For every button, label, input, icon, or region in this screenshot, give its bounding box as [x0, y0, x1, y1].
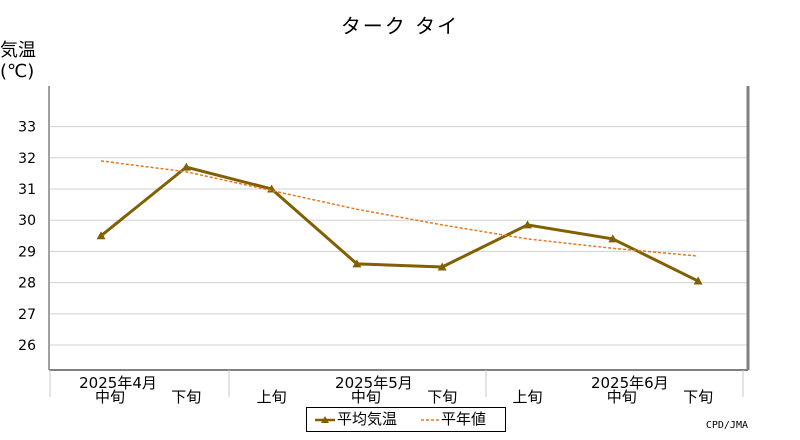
series-line-average [100, 165, 699, 283]
data-point-marker [523, 220, 532, 229]
y-tick-label: 29 [18, 244, 36, 260]
legend-label-normal: 平年値 [441, 410, 487, 428]
plot-area [49, 86, 748, 370]
x-tick-label: 上旬 [257, 388, 287, 406]
x-month-label: 2025年5月 [335, 374, 413, 392]
y-tick-label: 33 [18, 120, 36, 136]
legend-item-average: 平均気温 [313, 410, 397, 429]
x-tick-label: 中旬 [351, 388, 381, 406]
credit-text: CPD/JMA [705, 420, 748, 431]
x-tick-label: 下旬 [171, 388, 201, 406]
x-tick-label: 下旬 [683, 388, 713, 406]
data-point-marker [181, 162, 191, 171]
series-line-normal [100, 160, 699, 257]
x-tick-label: 上旬 [512, 388, 542, 406]
x-tick-label: 中旬 [607, 388, 637, 406]
x-tick-label: 中旬 [95, 388, 125, 406]
data-point-marker [352, 259, 362, 268]
y-tick-label: 27 [18, 307, 36, 323]
legend-item-normal: 平年値 [419, 410, 486, 429]
y-tick-label: 28 [18, 276, 36, 292]
data-point-marker [693, 276, 703, 285]
y-axis-unit: (℃) [0, 61, 35, 82]
legend-swatch-normal [421, 419, 439, 421]
y-tick-label: 26 [18, 338, 36, 354]
data-point-marker [437, 262, 447, 271]
legend-swatch-average [315, 416, 335, 423]
data-point-marker [608, 234, 618, 243]
x-tick-label: 下旬 [427, 388, 457, 406]
legend: 平均気温 平年値 [306, 407, 506, 432]
legend-label-average: 平均気温 [337, 410, 398, 428]
data-point-marker [96, 231, 106, 240]
x-month-label: 2025年4月 [79, 374, 157, 392]
y-tick-label: 32 [18, 151, 36, 167]
chart-title: ターク タイ [340, 14, 460, 38]
y-axis-label: 気温 [0, 40, 36, 61]
x-month-label: 2025年6月 [591, 374, 669, 392]
y-tick-label: 30 [18, 213, 36, 229]
y-tick-label: 31 [18, 182, 36, 198]
